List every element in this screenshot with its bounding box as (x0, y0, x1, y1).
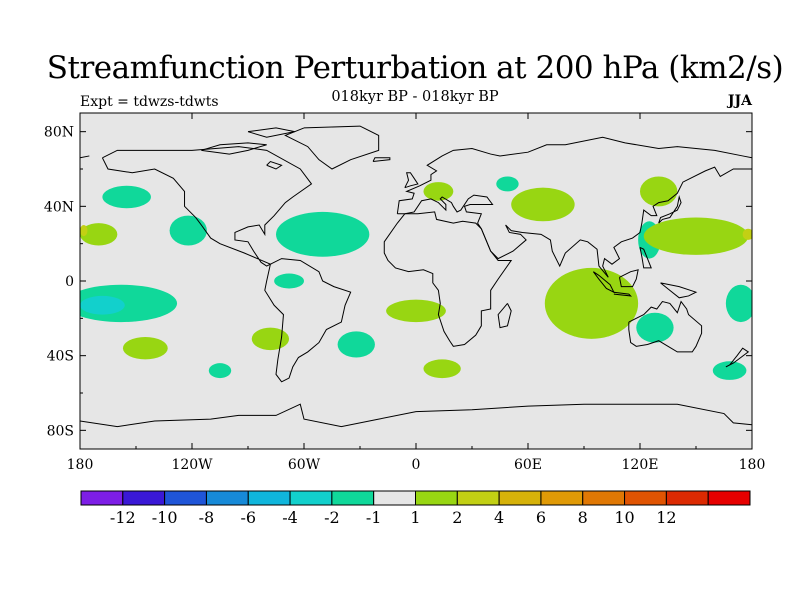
labelbar-label: 4 (494, 508, 504, 527)
labelbar-box-6 (331, 490, 375, 506)
contour-region-20 (544, 267, 639, 339)
coastline-17 (372, 157, 391, 163)
labelbar-box-2 (164, 490, 207, 506)
coastline-8 (497, 303, 512, 329)
contour-region-12 (80, 295, 125, 315)
experiment-label: Expt = tdwzs-tdwts (80, 94, 219, 110)
labelbar-label: 2 (452, 508, 462, 527)
coastline-20 (266, 160, 283, 170)
coastline-21 (247, 127, 295, 138)
contour-region-18 (423, 182, 454, 201)
contour-region-6 (496, 176, 519, 192)
contour-region-23 (742, 228, 752, 240)
x-tick-label: 0 (412, 457, 421, 473)
contour-region-3 (274, 273, 305, 289)
labelbar-label: 12 (656, 508, 676, 527)
x-tick-label: 180 (67, 457, 94, 473)
contour-region-21 (643, 217, 749, 255)
contour-region-16 (386, 299, 446, 323)
labelbar-label: -1 (366, 508, 382, 527)
coastline-2 (284, 125, 380, 170)
labelbar-label: 6 (536, 508, 546, 527)
labelbar-box-9 (456, 490, 500, 506)
coastline-4 (80, 155, 90, 159)
labelbar-label: -12 (110, 508, 136, 527)
x-tick-label: 180 (739, 457, 766, 473)
x-tick-label: 60E (514, 457, 542, 473)
labelbar-box-5 (289, 490, 333, 506)
coastline-10 (618, 269, 639, 288)
labelbar-label: 8 (578, 508, 588, 527)
contour-region-10 (636, 312, 674, 343)
labelbar-box-4 (247, 490, 291, 506)
chart-subtitle: 018kyr BP - 018kyr BP (331, 89, 499, 105)
y-tick-label: 80S (47, 423, 74, 439)
y-tick-label: 0 (65, 274, 74, 290)
contour-region-24 (80, 225, 88, 237)
contour-region-4 (337, 331, 375, 358)
labelbar-box-13 (624, 490, 667, 506)
y-tick-label: 80N (44, 125, 74, 141)
color-labelbar: -12 -10 -8 -6 -4 -2 -1 1 2 4 6 8 10 12 (80, 490, 751, 527)
labelbar-label: 1 (410, 508, 420, 527)
labelbar-box-8 (415, 490, 458, 506)
labelbar-label: -6 (240, 508, 256, 527)
coastlines (80, 125, 752, 428)
contour-region-5 (208, 363, 232, 379)
labelbar-box-3 (205, 490, 249, 506)
contour-region-13 (80, 223, 118, 246)
coastline-16 (404, 172, 419, 189)
x-tick-label: 60W (288, 457, 321, 473)
labelbar-label: -8 (199, 508, 215, 527)
labelbar-box-0 (80, 490, 124, 506)
chart-title: Streamfunction Perturbation at 200 hPa (… (46, 50, 784, 86)
labelbar-box-14 (665, 490, 709, 506)
labelbar-label: 10 (614, 508, 634, 527)
season-label: JJA (727, 93, 752, 109)
contour-region-8 (725, 284, 752, 323)
coastline-13 (639, 246, 652, 269)
contour-region-11 (712, 361, 747, 380)
coastline-19 (201, 142, 267, 155)
x-axis: 180 120W 60W 0 60E 120E 180 (67, 113, 766, 473)
y-tick-label: 40N (44, 199, 74, 215)
x-tick-label: 120W (171, 457, 213, 473)
coastline-7 (628, 300, 703, 353)
contour-region-2 (276, 211, 370, 257)
contour-regions (80, 176, 752, 380)
y-axis: 80N 40N 0 40S 80S (44, 125, 752, 439)
coastline-14 (658, 195, 682, 224)
labelbar-box-7 (373, 490, 416, 506)
labelbar-box-15 (707, 490, 751, 506)
contour-region-14 (122, 337, 168, 360)
y-tick-label: 40S (47, 349, 74, 365)
labelbar-label: -2 (324, 508, 340, 527)
contour-region-22 (640, 176, 678, 207)
coastline-6 (383, 211, 513, 347)
labelbar-box-11 (540, 490, 584, 506)
contour-region-1 (169, 215, 207, 246)
labelbar-box-1 (122, 490, 166, 506)
labelbar-box-12 (582, 490, 626, 506)
coastline-11 (660, 282, 698, 299)
coastline-5 (397, 166, 752, 278)
coastline-15 (725, 347, 750, 368)
contour-region-15 (251, 327, 290, 351)
contour-region-19 (511, 187, 575, 222)
coastline-0 (101, 146, 313, 267)
coastline-12 (613, 291, 633, 297)
coastline-18 (80, 403, 752, 428)
contour-region-0 (102, 185, 151, 209)
labelbar-box-10 (498, 490, 542, 506)
contour-region-17 (423, 359, 461, 379)
x-tick-label: 120E (622, 457, 659, 473)
labelbar-label: -10 (152, 508, 178, 527)
coastline-3 (396, 136, 752, 214)
coastline-1 (264, 258, 352, 383)
labelbar-label: -4 (282, 508, 298, 527)
map-background (80, 113, 752, 449)
